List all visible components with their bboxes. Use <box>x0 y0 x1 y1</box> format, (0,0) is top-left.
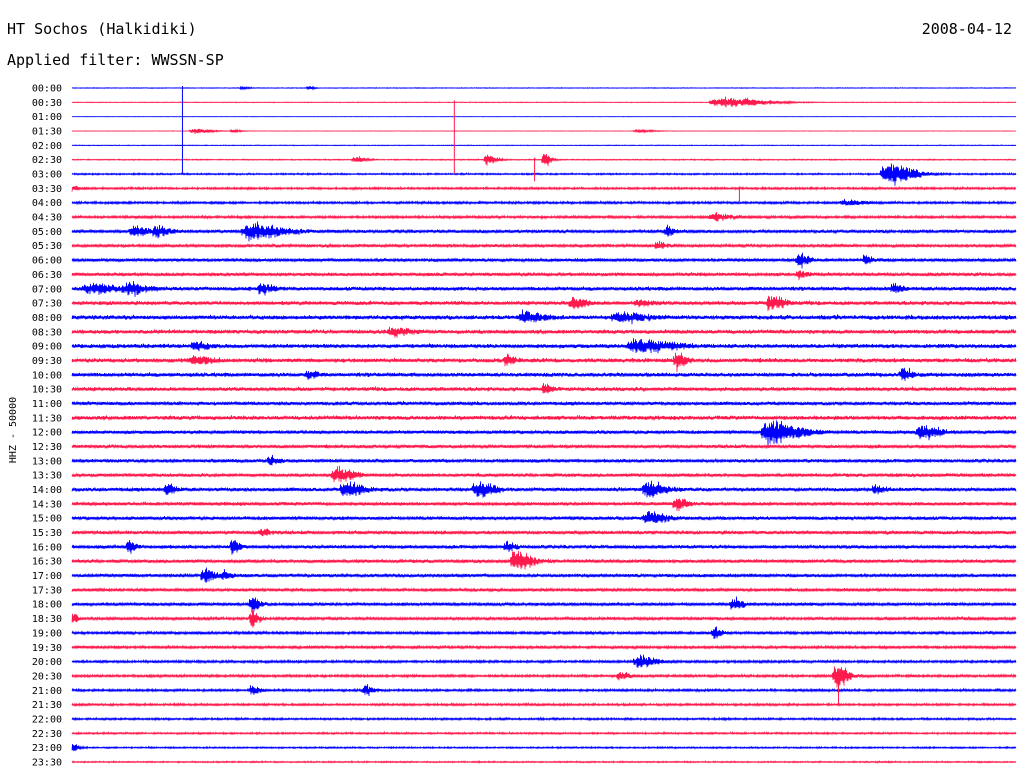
row-time-label: 02:30 <box>32 155 62 166</box>
seismic-trace-row <box>71 163 1017 186</box>
row-time-label: 00:30 <box>32 98 62 109</box>
seismic-trace-row <box>71 550 1017 570</box>
seismic-trace-row <box>71 153 1017 167</box>
seismic-trace-row <box>71 528 1017 537</box>
row-time-label: 20:30 <box>32 671 62 682</box>
row-time-label: 23:30 <box>32 757 62 768</box>
seismic-trace-row <box>71 730 1017 736</box>
seismic-trace-row <box>71 586 1017 593</box>
row-time-label: 01:30 <box>32 127 62 138</box>
seismic-trace-row <box>71 609 1017 628</box>
seismic-trace-row <box>71 383 1017 394</box>
row-time-label: 15:00 <box>32 514 62 525</box>
seismic-trace-row <box>71 367 1017 381</box>
row-time-label: 13:00 <box>32 456 62 467</box>
row-time-label: 00:00 <box>32 84 62 95</box>
seismic-trace-row <box>71 567 1017 583</box>
row-time-label: 02:00 <box>32 141 62 152</box>
row-time-label: 13:30 <box>32 471 62 482</box>
row-time-label: 17:30 <box>32 585 62 596</box>
seismic-trace-row <box>71 744 1017 752</box>
row-time-label: 03:00 <box>32 170 62 181</box>
seismic-trace-row <box>71 420 1017 447</box>
row-time-label: 18:30 <box>32 614 62 625</box>
seismic-trace-row <box>71 338 1017 354</box>
seismic-trace-row <box>71 666 1017 688</box>
row-time-label: 22:00 <box>32 714 62 725</box>
seismic-trace-row <box>71 221 1017 242</box>
row-time-label: 04:30 <box>32 213 62 224</box>
row-time-label: 18:00 <box>32 600 62 611</box>
seismic-trace-row <box>71 240 1017 249</box>
seismic-trace-row <box>71 511 1017 524</box>
seismic-trace-row <box>71 759 1017 764</box>
row-time-label: 10:00 <box>32 370 62 381</box>
row-time-label: 20:00 <box>32 657 62 668</box>
row-time-label: 17:00 <box>32 571 62 582</box>
seismic-trace-row <box>71 454 1017 466</box>
row-time-label: 10:30 <box>32 385 62 396</box>
row-time-label: 14:30 <box>32 499 62 510</box>
row-time-label: 16:30 <box>32 557 62 568</box>
seismic-trace-row <box>71 326 1017 338</box>
seismic-trace-row <box>71 498 1017 512</box>
row-time-label: 19:30 <box>32 643 62 654</box>
seismic-trace-row <box>71 654 1017 668</box>
seismic-trace-row <box>71 596 1017 613</box>
seismic-trace-row <box>71 701 1017 708</box>
seismic-trace-row <box>71 684 1017 696</box>
seismic-trace-row <box>71 539 1017 555</box>
row-time-label: 04:00 <box>32 198 62 209</box>
row-time-label: 07:00 <box>32 284 62 295</box>
seismic-trace-row <box>71 626 1017 640</box>
row-time-label: 07:30 <box>32 299 62 310</box>
row-time-label: 11:00 <box>32 399 62 410</box>
row-time-label: 14:00 <box>32 485 62 496</box>
seismic-trace-row <box>71 465 1017 483</box>
row-time-label: 15:30 <box>32 528 62 539</box>
seismic-trace-row <box>71 252 1017 269</box>
row-time-label: 21:00 <box>32 686 62 697</box>
row-time-label: 03:30 <box>32 184 62 195</box>
record-date: 2008-04-12 <box>921 20 1012 38</box>
seismic-trace-row <box>71 211 1017 222</box>
row-time-label: 05:00 <box>32 227 62 238</box>
seismic-trace-row <box>71 716 1017 722</box>
seismic-trace-row <box>71 144 1017 147</box>
row-time-label: 09:00 <box>32 342 62 353</box>
seismic-trace-row <box>71 185 1017 192</box>
seismic-trace-row <box>71 644 1017 651</box>
row-time-label: 12:00 <box>32 428 62 439</box>
seismic-trace-row <box>71 295 1017 312</box>
row-time-label: 05:30 <box>32 241 62 252</box>
row-time-label: 01:00 <box>32 112 62 123</box>
row-time-label: 23:00 <box>32 743 62 754</box>
row-time-label: 11:30 <box>32 413 62 424</box>
seismic-trace-row <box>71 400 1017 407</box>
row-time-label: 12:30 <box>32 442 62 453</box>
row-time-label: 19:00 <box>32 628 62 639</box>
seismic-trace-row <box>71 415 1017 421</box>
row-time-label: 21:30 <box>32 700 62 711</box>
row-time-label: 06:00 <box>32 256 62 267</box>
row-time-label: 09:30 <box>32 356 62 367</box>
seismic-trace-row <box>71 96 1017 108</box>
seismic-trace-row <box>71 352 1017 373</box>
seismic-trace-row <box>71 270 1017 281</box>
filter-label: Applied filter: WWSSN-SP <box>7 51 224 69</box>
seismic-trace-row <box>71 198 1017 206</box>
row-time-label: 16:00 <box>32 542 62 553</box>
seismic-trace-row <box>71 281 1017 297</box>
row-time-label: 22:30 <box>32 729 62 740</box>
seismic-trace-row <box>71 85 1017 91</box>
seismic-trace-row <box>71 480 1017 498</box>
seismic-trace-row <box>71 443 1017 450</box>
row-time-label: 08:30 <box>32 327 62 338</box>
row-time-label: 08:00 <box>32 313 62 324</box>
seismic-trace-row <box>71 128 1017 134</box>
seismic-trace-row <box>71 309 1017 325</box>
station-title: HT Sochos (Halkidiki) <box>7 20 197 38</box>
row-time-label: 06:30 <box>32 270 62 281</box>
